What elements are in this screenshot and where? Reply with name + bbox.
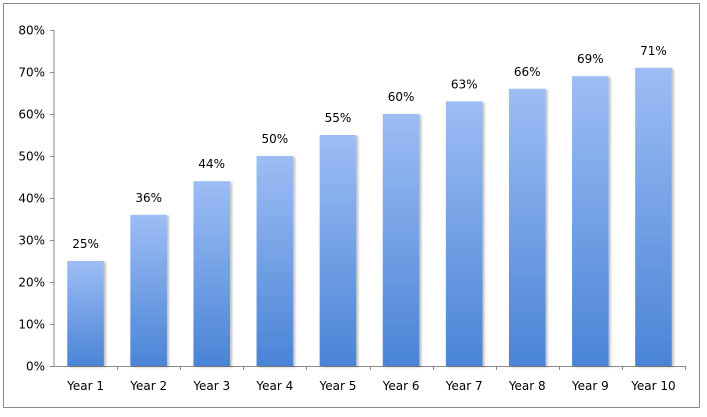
x-tick-label: Year 2 xyxy=(129,379,167,393)
y-tick-label: 30% xyxy=(18,234,45,248)
x-tick-label: Year 5 xyxy=(319,379,357,393)
bar xyxy=(382,114,420,366)
bar-value-label: 63% xyxy=(451,77,478,91)
bar xyxy=(256,156,294,366)
x-tick-label: Year 3 xyxy=(192,379,230,393)
bar-value-label: 69% xyxy=(577,52,604,66)
y-axis: 0% 10% 20% 30% 40% 50% 60% 70% 80% xyxy=(18,24,55,374)
data-labels: 25% 36% 44% 50% 55% 60% 63% 66% 69% 71% xyxy=(72,44,667,251)
y-tick-label: 60% xyxy=(18,108,45,122)
y-tick-label: 20% xyxy=(18,276,45,290)
y-tick-label: 0% xyxy=(26,360,45,374)
x-tick-label: Year 6 xyxy=(382,379,420,393)
bar-value-label: 36% xyxy=(135,191,162,205)
bar-value-label: 44% xyxy=(198,157,225,171)
y-tick-label: 10% xyxy=(18,318,45,332)
bar xyxy=(130,214,167,366)
bar-value-label: 50% xyxy=(262,132,289,146)
y-tick-label: 50% xyxy=(18,150,45,164)
x-tick-label: Year 9 xyxy=(571,379,609,393)
bar-value-label: 55% xyxy=(325,111,352,125)
bar xyxy=(193,181,231,366)
bar xyxy=(508,88,546,367)
bar-value-label: 25% xyxy=(72,237,99,251)
bar-value-label: 71% xyxy=(640,44,667,58)
bar xyxy=(319,135,357,366)
bar xyxy=(445,101,483,367)
y-tick-label: 40% xyxy=(18,192,45,206)
bar xyxy=(572,76,609,366)
x-tick-label: Year 8 xyxy=(508,379,546,393)
bar-value-label: 66% xyxy=(514,65,541,79)
y-tick-label: 80% xyxy=(18,24,45,38)
y-tick-label: 70% xyxy=(18,66,45,80)
x-tick-label: Year 7 xyxy=(445,379,483,393)
x-axis: Year 1 Year 2 Year 3 Year 4 Year 5 Year 6 Year… xyxy=(54,366,686,393)
x-tick-label: Year 10 xyxy=(630,379,676,393)
bar-value-label: 60% xyxy=(388,90,415,104)
bar xyxy=(67,261,104,366)
x-tick-label: Year 1 xyxy=(66,379,104,393)
x-tick-label: Year 4 xyxy=(255,379,293,393)
bars xyxy=(67,67,672,367)
bar xyxy=(635,67,672,367)
